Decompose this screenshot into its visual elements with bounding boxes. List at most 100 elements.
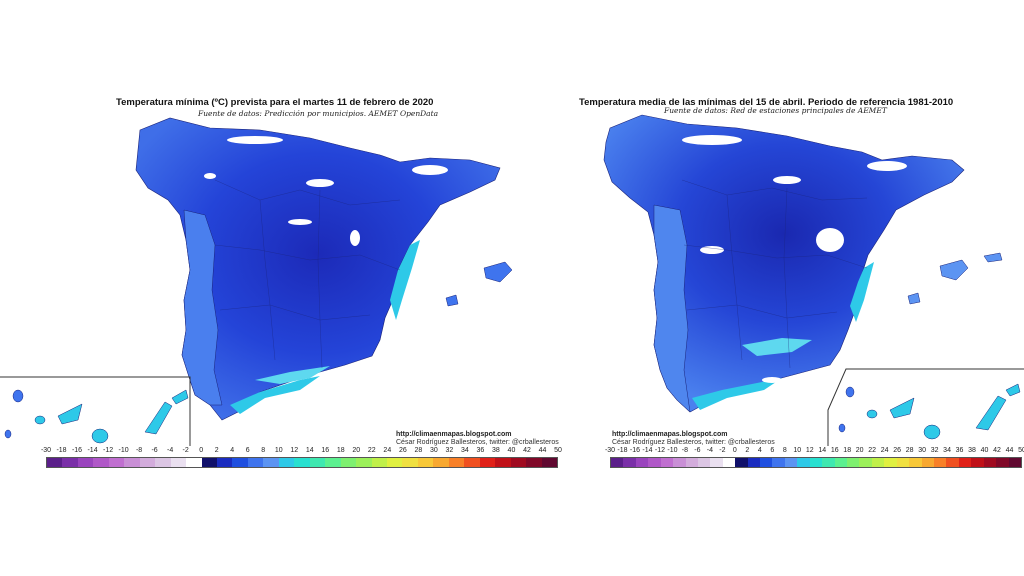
- left-scale-swatch: [371, 458, 387, 467]
- right-map-title: Temperatura media de las mínimas del 15 …: [579, 97, 954, 108]
- right-scale-tick: 44: [1005, 447, 1014, 454]
- right-scale-tick: 0: [732, 447, 737, 454]
- right-scale-tick: 34: [943, 447, 951, 454]
- left-scale-tick: 10: [274, 447, 283, 454]
- right-scale-swatch: [747, 458, 761, 467]
- left-scale-swatch: [340, 458, 357, 467]
- left-scale-tick: -8: [135, 447, 143, 454]
- left-scale-tick: 34: [461, 447, 469, 454]
- right-scale-swatch: [859, 458, 872, 467]
- right-scale-tick: 14: [818, 447, 827, 454]
- right-scale-swatch: [884, 458, 897, 467]
- right-scale-tick: 4: [757, 447, 762, 454]
- left-scale-tick: 36: [476, 447, 485, 454]
- right-scale-swatch: [958, 458, 972, 467]
- left-scale-swatch: [448, 458, 465, 467]
- left-border-lines: [214, 179, 401, 369]
- right-snow-patches: [682, 135, 907, 383]
- right-menorca: [983, 252, 1003, 263]
- right-scale-swatch: [673, 458, 686, 467]
- right-scale-tick: -4: [706, 447, 713, 454]
- left-scale-tick: 8: [261, 447, 266, 454]
- right-scale-tick: 50: [1018, 447, 1024, 454]
- left-scale-tick: 2: [214, 447, 219, 454]
- left-scale-swatch: [417, 458, 434, 467]
- right-canary-islands: [838, 383, 1021, 440]
- right-scale-swatch: [1008, 458, 1021, 467]
- left-scale-tick: 50: [554, 447, 562, 454]
- left-map-canvas: [0, 117, 512, 446]
- left-scale-tick: 28: [414, 447, 423, 454]
- left-south-patch: [255, 366, 330, 384]
- right-scale-tick: -14: [642, 447, 653, 454]
- left-scale-tick: 40: [507, 447, 516, 454]
- right-scale-tick: 22: [868, 447, 877, 454]
- left-scale-swatch: [232, 458, 248, 467]
- right-ibiza: [907, 292, 921, 305]
- right-scale-swatch: [797, 458, 810, 467]
- left-mallorca: [483, 261, 512, 283]
- right-map-canvas: [603, 114, 1024, 446]
- left-snow-patches: [204, 136, 448, 246]
- left-portugal-shape: [181, 209, 223, 406]
- left-scale-tick: 18: [336, 447, 345, 454]
- left-scale-tick: 42: [523, 447, 531, 454]
- right-scale-ticks: -30 -18 -16 -14 -12 -10 -8 -6 -4 -2 0 2 4 6 8 10 12 14 16 1…: [605, 447, 1024, 457]
- left-credit-author: César Rodríguez Ballesteros, twitter: @c…: [396, 439, 559, 446]
- right-scale-swatch: [983, 458, 997, 467]
- right-scale-swatch: [896, 458, 910, 467]
- right-scale-swatch: [760, 458, 773, 467]
- left-credit-url[interactable]: http://climaenmapas.blogspot.com: [396, 431, 512, 438]
- right-scale-tick: 10: [793, 447, 802, 454]
- left-scale-swatch: [108, 458, 125, 467]
- right-scale-swatch: [722, 458, 736, 467]
- right-scale-swatch: [735, 458, 748, 467]
- right-scale-swatch: [996, 458, 1009, 467]
- right-south-patch: [742, 338, 812, 356]
- right-scale-swatch: [611, 458, 624, 467]
- right-scale-swatch: [710, 458, 723, 467]
- left-scale-swatch: [479, 458, 496, 467]
- right-scale-tick: 38: [968, 447, 976, 454]
- right-scale-tick: -2: [719, 447, 726, 454]
- left-scale-bar: [46, 457, 558, 468]
- left-scale-swatch: [325, 458, 341, 467]
- left-scale-swatch: [294, 458, 310, 467]
- left-credit: http://climaenmapas.blogspot.com César R…: [396, 431, 559, 447]
- left-scale-tick: 44: [538, 447, 547, 454]
- left-scale-swatch: [47, 458, 63, 467]
- left-scale-tick: -18: [56, 447, 67, 454]
- right-canary-inset-frame: [827, 368, 1024, 446]
- left-scale-tick: 38: [492, 447, 500, 454]
- right-scale-swatch: [784, 458, 798, 467]
- right-scale-tick: -30: [604, 447, 616, 454]
- left-scale-swatch: [201, 458, 217, 467]
- right-credit-author: César Rodríguez Ballesteros, twitter: @c…: [612, 439, 775, 446]
- left-scale-tick: 24: [383, 447, 392, 454]
- right-scale-tick: 28: [905, 447, 914, 454]
- right-scale-tick: -16: [629, 447, 641, 454]
- right-scale-tick: 24: [880, 447, 889, 454]
- right-credit-url[interactable]: http://climaenmapas.blogspot.com: [612, 431, 728, 438]
- left-scale-swatch: [216, 458, 233, 467]
- left-scale-swatch: [510, 458, 527, 467]
- right-mallorca: [939, 259, 969, 281]
- left-canary-islands: [4, 389, 189, 444]
- right-scale-tick: 2: [745, 447, 750, 454]
- right-scale-swatch: [834, 458, 848, 467]
- right-scale-swatch: [685, 458, 698, 467]
- left-scale-ticks: -30 -18 -16 -14 -12 -10 -8 -6 -4 -2 0 2 4 6 8 10 12 14 16 1…: [41, 447, 562, 457]
- right-credit: http://climaenmapas.blogspot.com César R…: [612, 431, 775, 447]
- left-scale-swatch: [155, 458, 171, 467]
- left-scale-tick: 20: [352, 447, 361, 454]
- right-scale-tick: 8: [782, 447, 787, 454]
- right-scale-tick: 32: [930, 447, 939, 454]
- right-scale-tick: -12: [654, 447, 665, 454]
- left-scale-swatch: [402, 458, 418, 467]
- right-map-panel: Temperatura media de las mínimas del 15 …: [512, 0, 1024, 576]
- left-scale-swatch: [541, 458, 557, 467]
- left-scale-swatch: [170, 458, 187, 467]
- right-scale-tick: -18: [617, 447, 628, 454]
- right-scale-tick: 26: [893, 447, 902, 454]
- right-scale-swatch: [909, 458, 922, 467]
